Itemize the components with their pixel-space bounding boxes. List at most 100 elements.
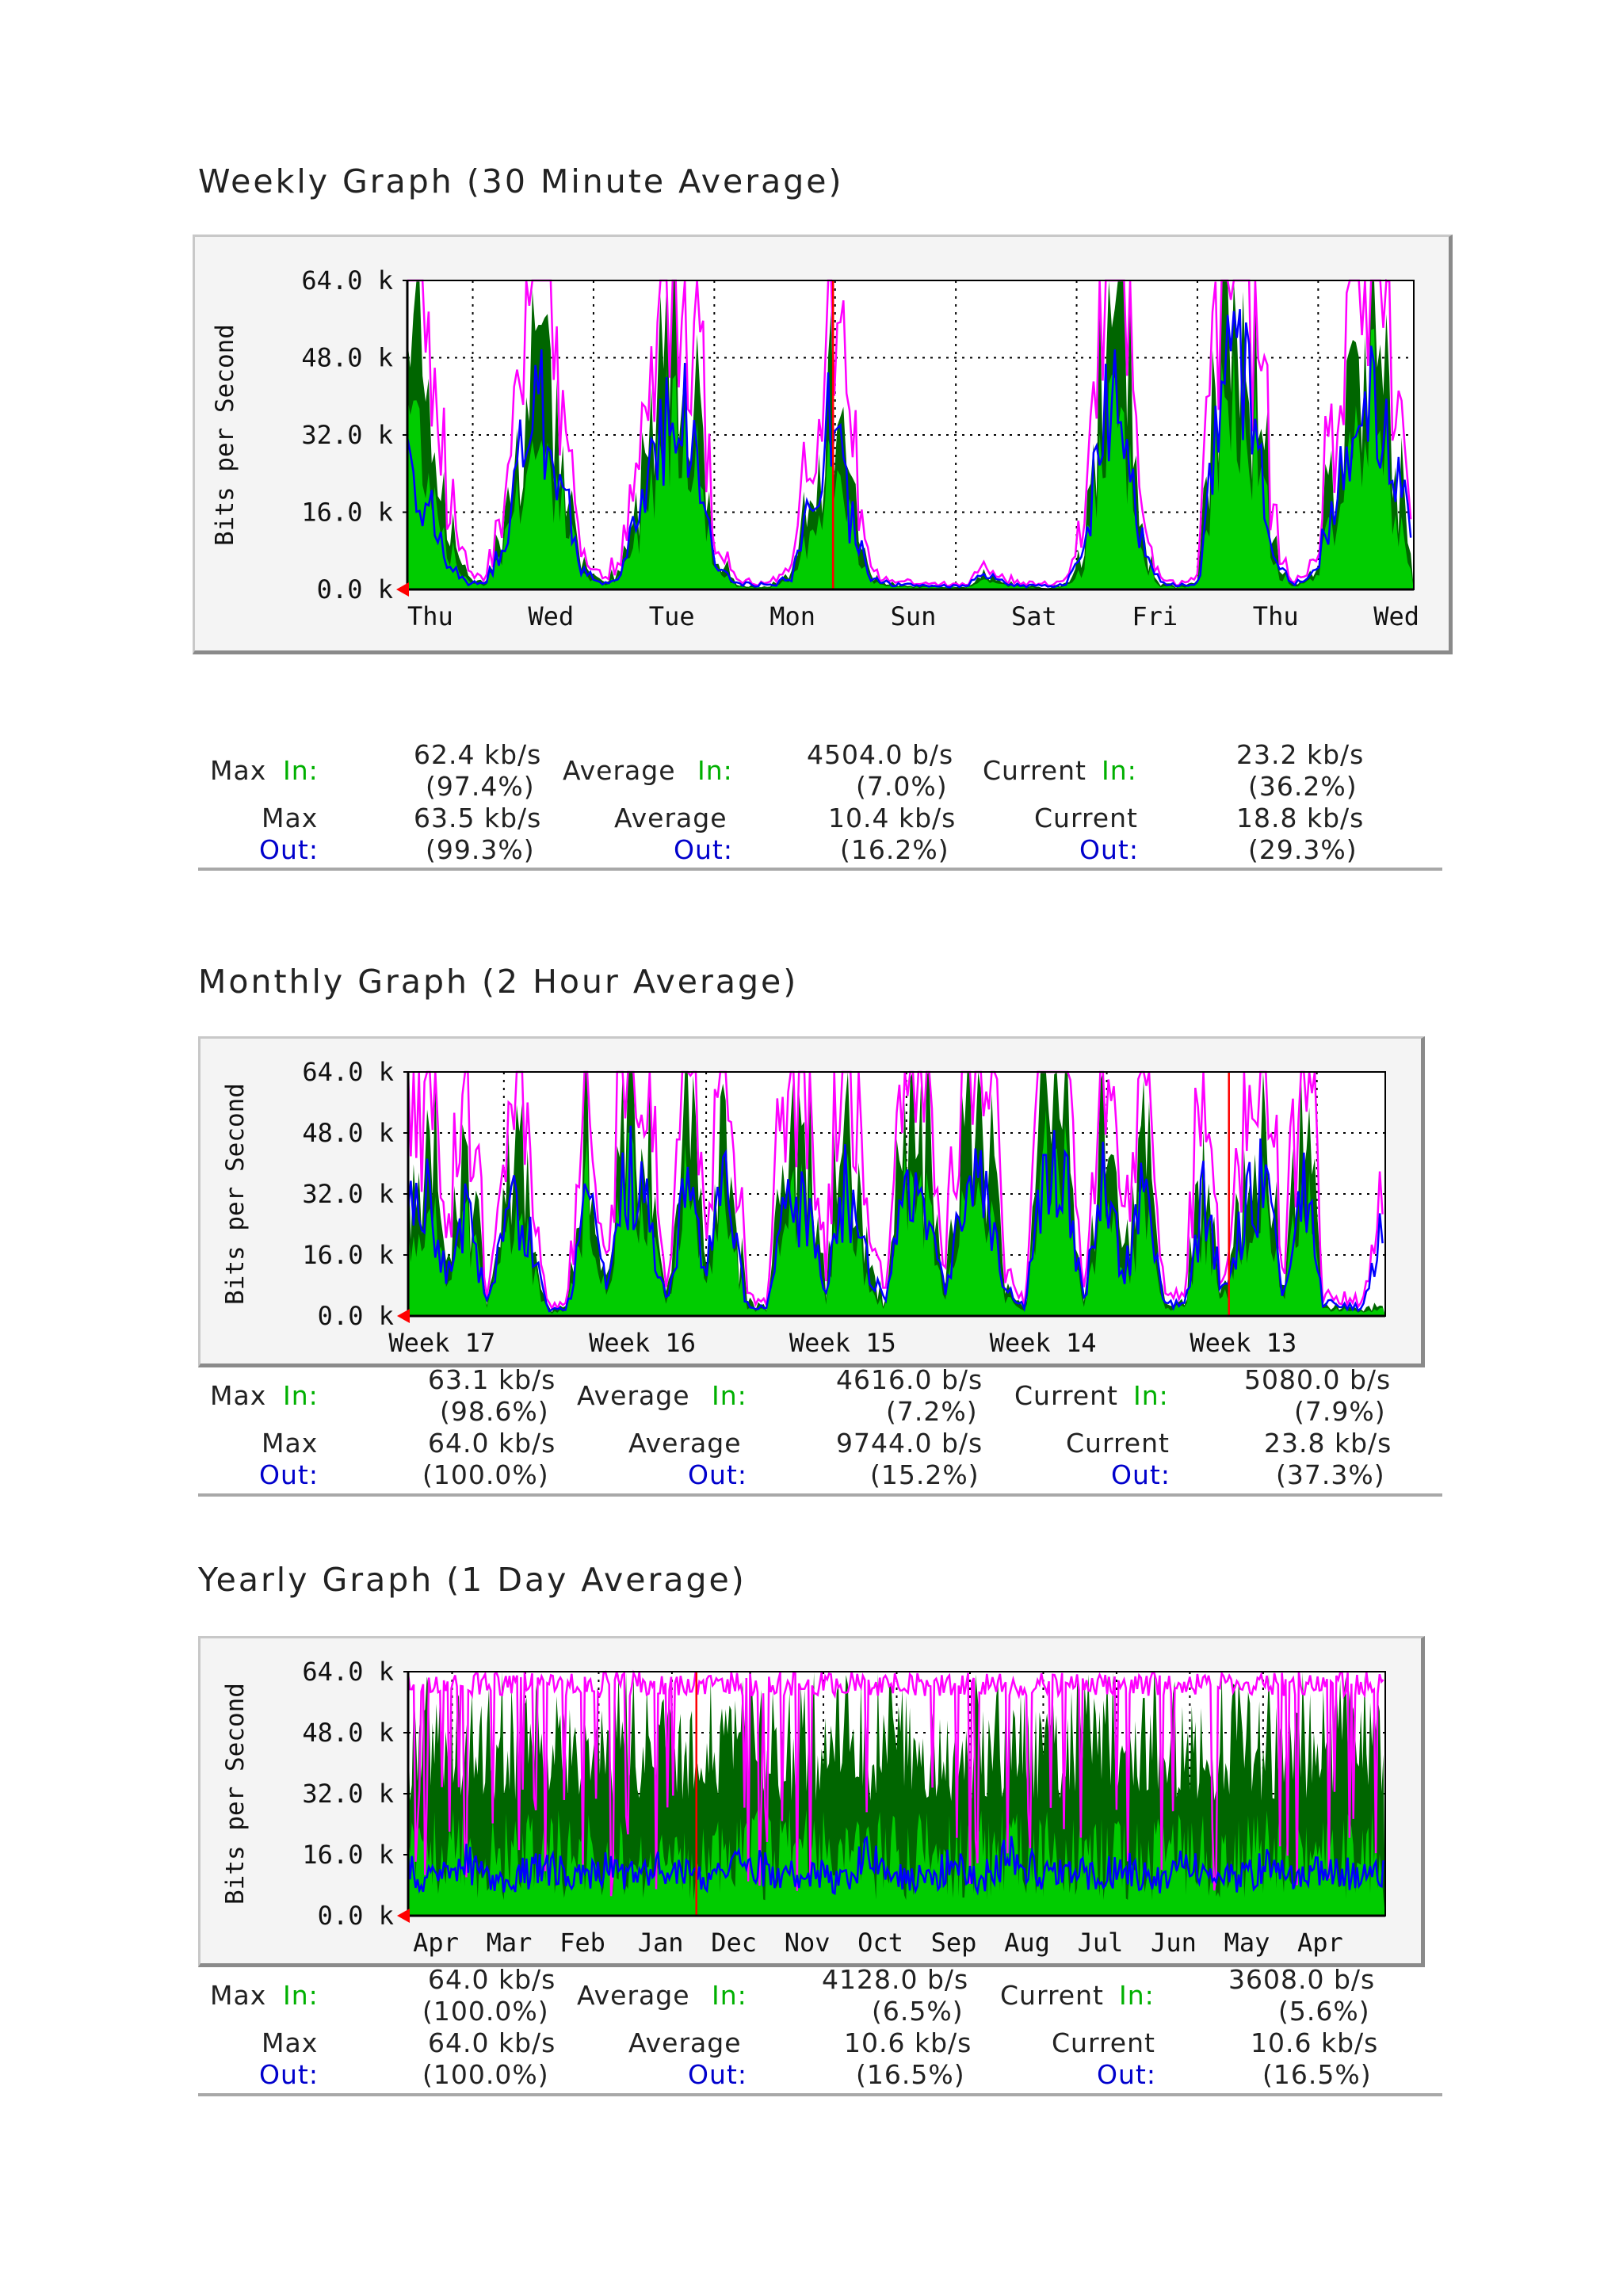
- weekly-origin-arrow: [396, 582, 409, 597]
- monthly-plot-border: [407, 1071, 1386, 1317]
- weekly-avg-in-pct: (7.0%): [856, 771, 948, 802]
- yearly-out-line: [407, 1835, 1384, 1896]
- weekly-x-tick-label: Wed: [1373, 601, 1419, 631]
- weekly-max-out-tag: Out:: [259, 834, 319, 865]
- weekly-max-in-pct: (97.4%): [426, 771, 535, 802]
- monthly-cur-out-pct: (37.3%): [1276, 1459, 1385, 1490]
- weekly-avg-out-tag: Out:: [674, 834, 733, 865]
- yearly-y-tick-label: 0.0 k: [318, 1901, 394, 1931]
- yearly-x-tick-label: Oct: [857, 1928, 903, 1958]
- weekly-avg-in-value: 4504.0 b/s: [807, 739, 954, 770]
- yearly-max-in-value: 64.0 kb/s: [428, 1964, 556, 1995]
- weekly-cur-in-value: 23.2 kb/s: [1236, 739, 1365, 770]
- weekly-x-tick-label: Sun: [891, 601, 937, 631]
- yearly-x-tick-label: Apr: [413, 1928, 459, 1958]
- yearly-stats-table: Max In: 64.0 kb/s (100.0%) Max Out: 64.0…: [198, 1962, 1442, 2096]
- yearly-max-out-tag: Out:: [259, 2059, 319, 2090]
- weekly-cur-out-pct: (29.3%): [1248, 834, 1358, 865]
- yearly-x-tick-label: Aug: [1004, 1928, 1050, 1958]
- weekly-x-tick-label: Tue: [649, 601, 695, 631]
- monthly-y-tick-label: 32.0 k: [302, 1179, 394, 1209]
- monthly-origin-arrow: [397, 1309, 410, 1323]
- weekly-x-tick-label: Thu: [1253, 601, 1299, 631]
- yearly-avg-in-pct: (6.5%): [872, 1996, 964, 2027]
- monthly-graph-title: Monthly Graph (2 Hour Average): [198, 963, 799, 1001]
- weekly-y-tick-label: 48.0 k: [301, 343, 393, 373]
- monthly-x-tick-label: Week 15: [789, 1328, 896, 1358]
- monthly-stats-table: Max In: 63.1 kb/s (98.6%) Max Out: 64.0 …: [198, 1363, 1442, 1497]
- monthly-graph-frame: 0.0 k 16.0 k 32.0 k 48.0 k 64.0 k Week 17 Week…: [198, 1036, 1425, 1367]
- weekly-max-in-value: 62.4 kb/s: [414, 739, 542, 770]
- monthly-avg-in-label: Average: [577, 1380, 690, 1411]
- yearly-graph-frame: 0.0 k 16.0 k 32.0 k 48.0 k 64.0 k Apr Mar Feb Ja…: [198, 1636, 1425, 1967]
- weekly-y-tick-label: 16.0 k: [301, 498, 393, 528]
- monthly-cur-in-pct: (7.9%): [1294, 1396, 1386, 1427]
- monthly-cur-in-label: Current: [1014, 1380, 1118, 1411]
- yearly-plot-border: [407, 1671, 1386, 1917]
- yearly-cur-out-pct: (16.5%): [1262, 2059, 1372, 2090]
- weekly-y-axis-label: Bits per Second: [211, 324, 239, 546]
- monthly-avg-out-label: Average: [628, 1428, 742, 1459]
- weekly-y-tick-label: 32.0 k: [301, 420, 393, 450]
- monthly-max-out-pct: (100.0%): [422, 1459, 549, 1490]
- yearly-y-tick-label: 16.0 k: [302, 1840, 394, 1870]
- weekly-cur-in-pct: (36.2%): [1248, 771, 1358, 802]
- monthly-avg-out-value: 9744.0 b/s: [836, 1428, 983, 1459]
- weekly-stats-table: Max In: 62.4 kb/s (97.4%) Max Out: 63.5 …: [198, 733, 1442, 871]
- weekly-x-tick-label: Wed: [528, 601, 574, 631]
- weekly-avg-out-label: Average: [614, 803, 727, 833]
- weekly-y-tick-label: 0.0 k: [317, 574, 393, 605]
- yearly-avg-in-value: 4128.0 b/s: [822, 1964, 969, 1995]
- yearly-max-in-label: Max: [210, 1980, 267, 2011]
- weekly-avg-out-pct: (16.2%): [840, 834, 949, 865]
- weekly-plot-border: [407, 280, 1415, 590]
- yearly-avg-in-label: Average: [577, 1980, 690, 2011]
- yearly-avg-in-tag: In:: [712, 1980, 747, 2011]
- monthly-avg-out-tag: Out:: [688, 1459, 747, 1490]
- yearly-x-tick-label: Dec: [711, 1928, 757, 1958]
- weekly-x-tick-label: Sat: [1011, 601, 1057, 631]
- yearly-x-tick-label: Jan: [638, 1928, 684, 1958]
- monthly-max-out-value: 64.0 kb/s: [428, 1428, 556, 1459]
- weekly-cur-in-label: Current: [983, 755, 1086, 786]
- yearly-cur-out-value: 10.6 kb/s: [1251, 2027, 1379, 2058]
- weekly-traffic-chart: 0.0 k 16.0 k 32.0 k 48.0 k 64.0 k Thu Wed Tue Mo…: [211, 265, 1419, 631]
- weekly-avg-in-tag: In:: [697, 755, 733, 786]
- yearly-max-out-pct: (100.0%): [422, 2059, 549, 2090]
- yearly-avg-out-tag: Out:: [688, 2059, 747, 2090]
- monthly-x-tick-label: Week 13: [1190, 1328, 1296, 1358]
- weekly-max-out-value: 63.5 kb/s: [414, 803, 542, 833]
- weekly-max-out-label: Max: [262, 803, 319, 833]
- yearly-cur-in-tag: In:: [1119, 1980, 1155, 2011]
- yearly-max-in-tag: In:: [283, 1980, 319, 2011]
- yearly-avg-out-label: Average: [628, 2027, 742, 2058]
- monthly-cur-in-value: 5080.0 b/s: [1244, 1364, 1392, 1395]
- monthly-cur-out-tag: Out:: [1111, 1459, 1170, 1490]
- yearly-x-tick-label: Nov: [785, 1928, 831, 1958]
- yearly-max-out-label: Max: [262, 2027, 319, 2058]
- yearly-x-tick-label: Feb: [559, 1928, 605, 1958]
- yearly-avg-out-value: 10.6 kb/s: [844, 2027, 972, 2058]
- monthly-x-tick-label: Week 14: [990, 1328, 1097, 1358]
- weekly-out-line: [406, 308, 1412, 589]
- yearly-cur-out-tag: Out:: [1097, 2059, 1156, 2090]
- yearly-traffic-chart: 0.0 k 16.0 k 32.0 k 48.0 k 64.0 k Apr Mar Feb Ja…: [221, 1657, 1386, 1958]
- monthly-y-tick-label: 0.0 k: [318, 1301, 394, 1331]
- weekly-in-area: [407, 329, 1414, 589]
- yearly-out-max-line: [407, 1669, 1384, 1897]
- monthly-max-out-tag: Out:: [259, 1459, 319, 1490]
- monthly-x-tick-label: Week 16: [589, 1328, 696, 1358]
- weekly-cur-out-value: 18.8 kb/s: [1236, 803, 1365, 833]
- yearly-y-tick-label: 32.0 k: [302, 1779, 394, 1809]
- yearly-x-tick-label: Jul: [1078, 1928, 1124, 1958]
- weekly-cur-out-tag: Out:: [1079, 834, 1139, 865]
- weekly-graph-frame: 0.0 k 16.0 k 32.0 k 48.0 k 64.0 k Thu Wed Tue Mo…: [193, 235, 1453, 654]
- yearly-x-tick-label: Apr: [1297, 1928, 1343, 1958]
- yearly-x-tick-label: May: [1224, 1928, 1270, 1958]
- weekly-max-in-label: Max: [210, 755, 267, 786]
- yearly-y-tick-label: 48.0 k: [302, 1718, 394, 1748]
- yearly-max-out-value: 64.0 kb/s: [428, 2027, 556, 2058]
- weekly-y-tick-label: 64.0 k: [301, 265, 393, 296]
- yearly-x-tick-label: Mar: [487, 1928, 533, 1958]
- yearly-x-tick-label: Jun: [1151, 1928, 1197, 1958]
